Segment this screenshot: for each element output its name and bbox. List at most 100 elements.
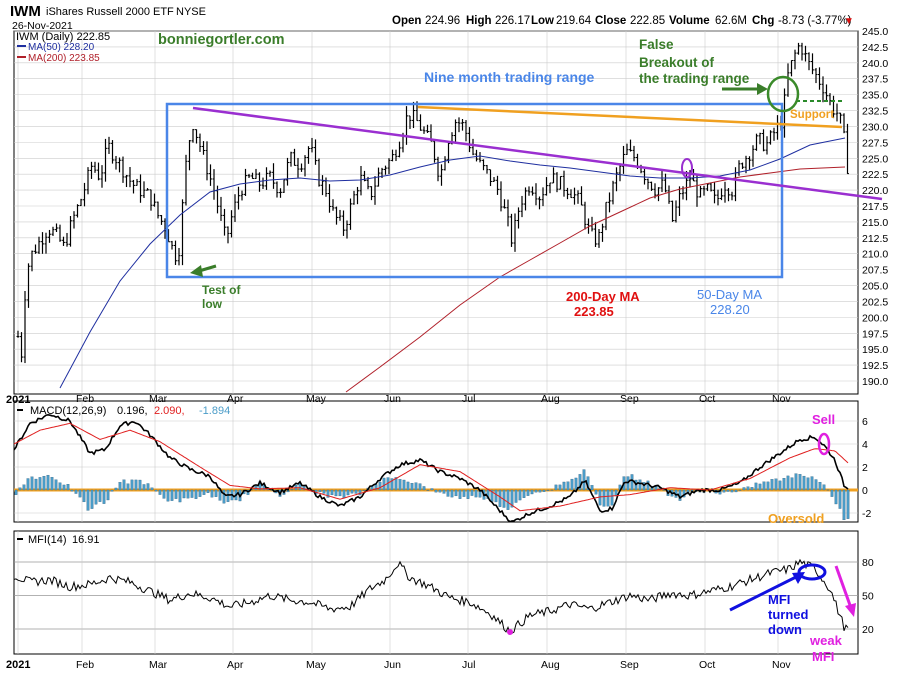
macd-hist-bar bbox=[354, 489, 358, 494]
month-label-bottom: May bbox=[306, 659, 327, 671]
macd-hist-bar bbox=[662, 489, 666, 491]
macd-hist-bar bbox=[570, 478, 574, 491]
month-label-bottom: Mar bbox=[149, 659, 168, 671]
macd-hist-bar bbox=[198, 489, 202, 497]
macd-hist-bar bbox=[818, 481, 822, 491]
mfi-tick-label: 80 bbox=[862, 557, 874, 569]
macd-value-3: -1.894 bbox=[199, 405, 230, 417]
mfi-magenta-arrowhead-icon bbox=[845, 603, 856, 617]
price-tick-label: 240.0 bbox=[862, 58, 888, 70]
macd-hist-bar bbox=[526, 489, 530, 496]
macd-hist-bar bbox=[26, 478, 30, 491]
month-label-top: Jul bbox=[462, 393, 475, 405]
macd-hist-bar bbox=[106, 489, 110, 501]
macd-hist-bar bbox=[186, 489, 190, 499]
macd-hist-bar bbox=[214, 489, 218, 497]
macd-hist-bar bbox=[750, 487, 754, 491]
annotation-oversold: Oversold bbox=[768, 511, 824, 526]
purple-cross-circle bbox=[681, 158, 693, 178]
macd-hist-bar bbox=[454, 489, 458, 497]
macd-hist-bar bbox=[594, 489, 598, 495]
macd-hist-bar bbox=[638, 479, 642, 491]
macd-hist-bar bbox=[466, 489, 470, 499]
macd-hist-bar bbox=[382, 477, 386, 491]
macd-hist-bar bbox=[110, 489, 114, 492]
macd-hist-bar bbox=[30, 476, 34, 491]
macd-hist-bar bbox=[778, 480, 782, 491]
annotation-support: Support bbox=[790, 109, 834, 121]
macd-hist-bar bbox=[474, 489, 478, 498]
annotation-weak-1: weak bbox=[809, 633, 843, 648]
macd-hist-bar bbox=[398, 479, 402, 491]
macd-hist-bar bbox=[82, 489, 86, 503]
macd-hist-bar bbox=[118, 482, 122, 491]
macd-hist-bar bbox=[606, 489, 610, 507]
macd-hist-bar bbox=[346, 489, 350, 496]
month-label-top: May bbox=[306, 393, 327, 405]
macd-hist-bar bbox=[846, 489, 850, 519]
macd-hist-bar bbox=[14, 489, 18, 495]
month-axis-top: Feb Mar Apr May Jun Jul Aug Sep Oct Nov bbox=[76, 393, 791, 405]
macd-hist-bar bbox=[438, 489, 442, 493]
macd-hist-bar bbox=[770, 479, 774, 491]
macd-hist-bar bbox=[178, 489, 182, 503]
month-label-bottom: Apr bbox=[227, 659, 244, 671]
year-label-top: 2021 bbox=[6, 394, 30, 406]
macd-hist-bar bbox=[170, 489, 174, 501]
purple-trendline bbox=[192, 106, 883, 201]
macd-hist-bar bbox=[442, 489, 446, 494]
macd-hist-bar bbox=[414, 482, 418, 491]
macd-hist-bar bbox=[530, 489, 534, 495]
open-label: Open bbox=[392, 15, 421, 27]
macd-hist-bar bbox=[122, 479, 126, 491]
macd-hist-bar bbox=[50, 477, 54, 491]
ma50-line bbox=[59, 137, 846, 389]
macd-hist-bar bbox=[458, 489, 462, 499]
price-tick-label: 232.5 bbox=[862, 106, 888, 118]
month-label-top: Sep bbox=[620, 393, 639, 405]
month-label-top: Jun bbox=[384, 393, 401, 405]
macd-hist-bar bbox=[538, 489, 542, 493]
macd-hist-bar bbox=[322, 489, 326, 494]
annotation-mfi-1: MFI bbox=[768, 592, 790, 607]
macd-hist-bar bbox=[266, 489, 270, 491]
macd-hist-bar bbox=[722, 489, 726, 493]
macd-hist-bar bbox=[790, 477, 794, 491]
month-label-bottom: Aug bbox=[541, 659, 560, 671]
mfi-turn-circle bbox=[797, 563, 827, 581]
macd-hist-bar bbox=[166, 489, 170, 502]
annotation-ma50-2: 228.20 bbox=[710, 302, 750, 317]
macd-tick-label: 0 bbox=[862, 485, 868, 497]
price-grid bbox=[14, 30, 858, 394]
low-value: 219.64 bbox=[556, 15, 592, 27]
macd-hist-bar bbox=[782, 478, 786, 491]
macd-signal-line bbox=[13, 422, 849, 512]
macd-hist-bar bbox=[646, 480, 650, 491]
macd-hist-bar bbox=[290, 489, 294, 491]
price-tick-label: 220.0 bbox=[862, 185, 888, 197]
header-symbol: IWM bbox=[10, 3, 41, 20]
annotation-mfi-2: turned bbox=[768, 607, 809, 622]
macd-hist-bar bbox=[142, 484, 146, 491]
annotation-test-2: low bbox=[202, 297, 223, 311]
macd-hist-bar bbox=[462, 489, 466, 497]
false-breakout-circle bbox=[766, 75, 800, 113]
price-tick-label: 200.0 bbox=[862, 312, 888, 324]
macd-hist-bar bbox=[522, 489, 526, 498]
price-tick-label: 212.5 bbox=[862, 233, 888, 245]
macd-hist-bar bbox=[222, 489, 226, 504]
macd-hist-bar bbox=[334, 489, 338, 497]
macd-hist-bar bbox=[554, 484, 558, 491]
annotation-mfi-3: down bbox=[768, 622, 802, 637]
macd-hist-bar bbox=[406, 481, 410, 491]
macd-hist-bar bbox=[794, 473, 798, 491]
sell-circle bbox=[817, 432, 831, 456]
month-label-top: Oct bbox=[699, 393, 715, 405]
high-label: High bbox=[466, 15, 492, 27]
macd-hist-bar bbox=[582, 469, 586, 491]
macd-tick-label: 2 bbox=[862, 462, 868, 474]
price-tick-label: 192.5 bbox=[862, 360, 888, 372]
month-label-bottom: Oct bbox=[699, 659, 715, 671]
macd-hist-bar bbox=[730, 489, 734, 493]
